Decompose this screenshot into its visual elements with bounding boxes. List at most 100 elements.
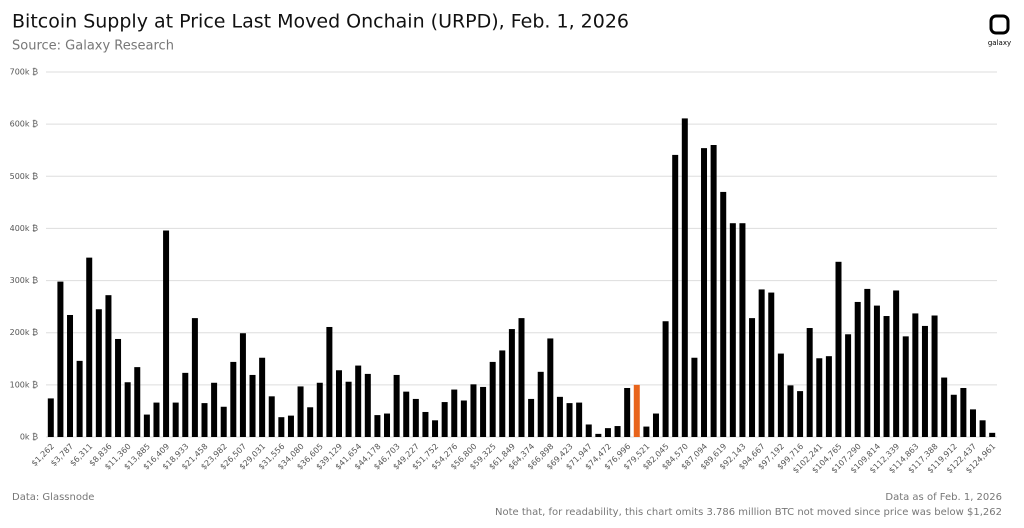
bar	[124, 382, 131, 437]
bar	[652, 413, 659, 437]
y-tick-label: 400k ₿	[10, 224, 38, 233]
date-note: Data as of Feb. 1, 2026	[885, 492, 1002, 503]
bar	[432, 420, 439, 437]
bar	[499, 350, 506, 437]
bar	[710, 145, 717, 437]
bar	[153, 402, 160, 437]
bar	[441, 402, 448, 437]
bar	[749, 318, 756, 437]
bar	[912, 313, 919, 437]
bar	[941, 377, 948, 437]
bar	[364, 373, 371, 437]
bar	[220, 406, 227, 437]
bar	[451, 389, 458, 437]
bar	[902, 336, 909, 437]
bar	[115, 338, 122, 437]
bar	[604, 428, 611, 437]
bar	[384, 413, 391, 437]
bar	[191, 318, 198, 437]
bar	[950, 394, 957, 437]
chart-subtitle: Source: Galaxy Research	[12, 39, 174, 54]
bar	[556, 396, 563, 437]
y-tick-label: 0k ₿	[20, 433, 38, 442]
bar	[816, 358, 823, 437]
bar	[422, 411, 429, 437]
bar	[681, 118, 688, 438]
bar	[508, 329, 515, 437]
y-tick-label: 300k ₿	[10, 276, 38, 285]
bar	[297, 386, 304, 437]
bar	[335, 370, 342, 437]
bar	[576, 402, 583, 437]
bar	[86, 257, 93, 437]
bar	[268, 396, 275, 437]
y-tick-label: 500k ₿	[10, 172, 38, 181]
bar	[163, 230, 170, 437]
bar	[547, 338, 554, 437]
bar	[239, 333, 246, 437]
bar	[768, 292, 775, 437]
bar	[643, 426, 650, 437]
bar	[969, 409, 976, 437]
bar	[95, 309, 102, 437]
bar	[76, 360, 83, 437]
y-tick-label: 700k ₿	[10, 68, 38, 77]
bar	[105, 295, 112, 437]
bar	[883, 316, 890, 437]
bar	[47, 398, 54, 437]
y-tick-label: 600k ₿	[10, 120, 38, 129]
bar	[403, 391, 410, 437]
bar	[134, 367, 141, 437]
bar	[182, 372, 189, 437]
logo-text: galaxy	[988, 39, 1011, 47]
bar	[729, 223, 736, 437]
bar	[57, 281, 64, 437]
bar	[143, 414, 150, 437]
bar	[393, 374, 400, 437]
bar	[989, 432, 996, 437]
bar	[672, 154, 679, 437]
bar	[845, 334, 852, 437]
footnote: Note that, for readability, this chart o…	[495, 507, 1002, 518]
bar	[758, 289, 765, 437]
bar	[259, 357, 266, 437]
bar	[777, 353, 784, 437]
bar	[825, 356, 832, 437]
bar	[787, 385, 794, 437]
bar	[249, 374, 256, 437]
source: Data: Glassnode	[12, 492, 94, 503]
y-tick-label: 100k ₿	[10, 380, 38, 389]
bar	[691, 357, 698, 437]
bar	[585, 424, 592, 437]
bar	[316, 382, 323, 437]
bar	[806, 328, 813, 437]
bar	[960, 387, 967, 437]
bar	[701, 148, 708, 437]
y-tick-label: 200k ₿	[10, 328, 38, 337]
bar	[595, 433, 602, 437]
chart-title: Bitcoin Supply at Price Last Moved Oncha…	[12, 11, 629, 33]
bar	[720, 191, 727, 437]
bar	[326, 326, 333, 437]
bar	[345, 381, 352, 437]
bar	[470, 384, 477, 437]
bar	[355, 365, 362, 437]
logo-icon	[989, 14, 1010, 35]
bar	[566, 403, 573, 437]
bar	[528, 398, 535, 437]
bar	[374, 415, 381, 437]
bar	[921, 325, 928, 437]
bar	[797, 391, 804, 437]
bar	[67, 314, 74, 437]
bar	[835, 261, 842, 437]
bar	[412, 398, 419, 437]
bar	[287, 415, 294, 437]
bar	[211, 382, 218, 437]
bar	[307, 407, 314, 437]
bar	[489, 361, 496, 437]
bar	[460, 400, 467, 437]
bar	[893, 290, 900, 437]
bar	[624, 387, 631, 437]
bar	[979, 420, 986, 437]
